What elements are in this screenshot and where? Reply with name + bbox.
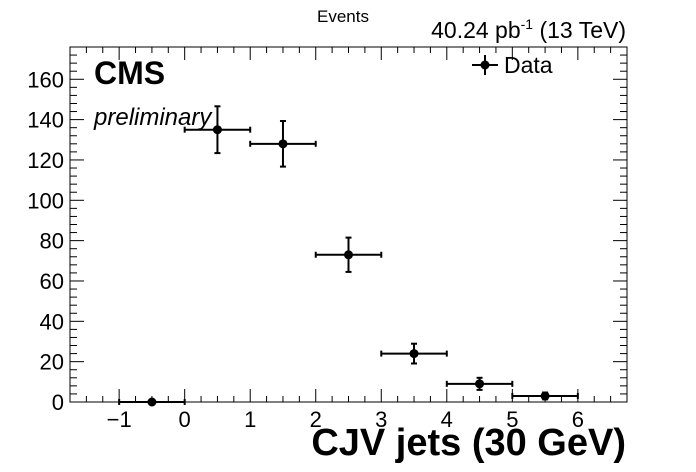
cms-label: CMS bbox=[94, 55, 165, 91]
x-axis-title: CJV jets (30 GeV) bbox=[311, 422, 626, 464]
y-axis-title: Events bbox=[317, 7, 369, 26]
y-tick-label: 40 bbox=[40, 309, 64, 334]
lumi-value: 40.24 pb bbox=[431, 17, 521, 43]
y-tick-label: 140 bbox=[27, 108, 64, 133]
data-point bbox=[380, 342, 448, 365]
data-marker bbox=[344, 250, 353, 260]
x-tick-label: 1 bbox=[244, 407, 256, 432]
data-marker bbox=[212, 125, 222, 135]
x-tick-label: 2 bbox=[310, 407, 322, 432]
data-point bbox=[118, 397, 186, 407]
x-tick-label: 6 bbox=[572, 407, 584, 432]
x-tick-label: 5 bbox=[506, 407, 518, 432]
y-tick-label: 0 bbox=[52, 390, 64, 415]
y-tick-label: 60 bbox=[40, 269, 64, 294]
data-point bbox=[249, 120, 317, 168]
plot-frame bbox=[69, 46, 628, 403]
lumi-energy: (13 TeV) bbox=[533, 17, 626, 43]
legend-marker-dot bbox=[480, 60, 490, 70]
x-tick-label: 3 bbox=[375, 407, 387, 432]
data-series bbox=[118, 105, 579, 407]
data-marker bbox=[147, 397, 157, 407]
data-marker bbox=[540, 391, 550, 401]
x-tick-label: −1 bbox=[107, 407, 132, 432]
data-marker bbox=[409, 349, 419, 359]
y-tick-label: 120 bbox=[27, 148, 64, 173]
y-tick-label: 80 bbox=[40, 229, 64, 254]
legend: Data bbox=[472, 52, 553, 78]
preliminary-label: preliminary bbox=[93, 104, 213, 131]
y-tick-label: 20 bbox=[40, 350, 64, 375]
data-point bbox=[183, 105, 252, 155]
lumi-label: 40.24 pb-1 (13 TeV) bbox=[431, 16, 626, 43]
data-point bbox=[314, 236, 383, 273]
data-marker bbox=[278, 139, 288, 149]
data-point bbox=[445, 376, 514, 391]
x-tick-label: 0 bbox=[179, 407, 191, 432]
x-tick-label: 4 bbox=[441, 407, 453, 432]
y-tick-label: 100 bbox=[27, 188, 64, 213]
legend-entry-data: Data bbox=[504, 52, 553, 78]
data-point bbox=[511, 391, 579, 401]
lumi-exponent: -1 bbox=[521, 16, 534, 32]
data-marker bbox=[475, 379, 485, 389]
y-tick-label: 160 bbox=[27, 67, 64, 92]
